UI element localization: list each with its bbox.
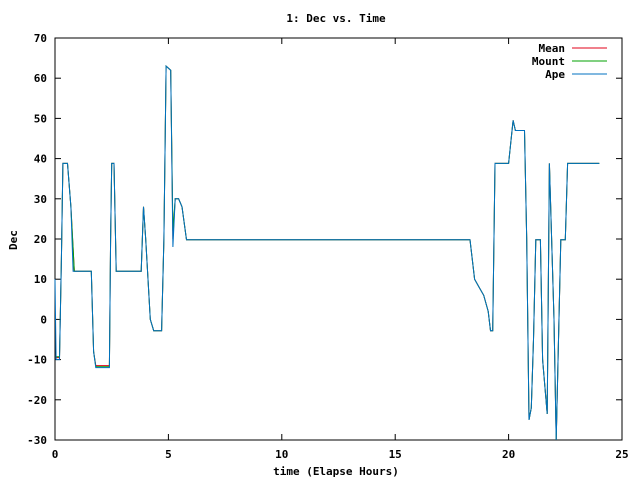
y-tick-label: 40 xyxy=(34,153,47,166)
y-tick-label: 20 xyxy=(34,233,47,246)
x-tick-label: 0 xyxy=(52,448,59,461)
axis-ticks: 0 5 10 15 20 25 -30 -20 -10 0 10 20 30 40 50 60 70 xyxy=(27,32,629,461)
legend-label-mean: Mean xyxy=(539,42,566,55)
series-line-ape xyxy=(54,64,600,441)
y-tick-label: 30 xyxy=(34,193,47,206)
x-tick-label: 5 xyxy=(165,448,172,461)
series-layer xyxy=(54,64,600,441)
y-tick-label: 70 xyxy=(34,32,47,45)
y-tick-label: -10 xyxy=(27,354,47,367)
x-tick-label: 25 xyxy=(615,448,628,461)
plot-frame xyxy=(54,37,623,441)
x-tick-label: 15 xyxy=(389,448,402,461)
y-tick-label: -30 xyxy=(27,434,47,447)
x-tick-label: 20 xyxy=(502,448,515,461)
chart-title: 1: Dec vs. Time xyxy=(286,12,386,25)
y-tick-label: 10 xyxy=(34,273,47,286)
x-tick-label: 10 xyxy=(275,448,288,461)
series-line-mean xyxy=(56,64,600,441)
series-line-mount xyxy=(56,64,600,441)
legend-label-ape: Ape xyxy=(545,68,565,81)
y-tick-label: 60 xyxy=(34,72,47,85)
legend-label-mount: Mount xyxy=(532,55,565,68)
y-axis-label: Dec xyxy=(7,230,20,250)
x-axis-label: time (Elapse Hours) xyxy=(273,465,399,478)
y-tick-label: 0 xyxy=(40,313,47,326)
y-tick-label: -20 xyxy=(27,394,47,407)
y-tick-label: 50 xyxy=(34,112,47,125)
